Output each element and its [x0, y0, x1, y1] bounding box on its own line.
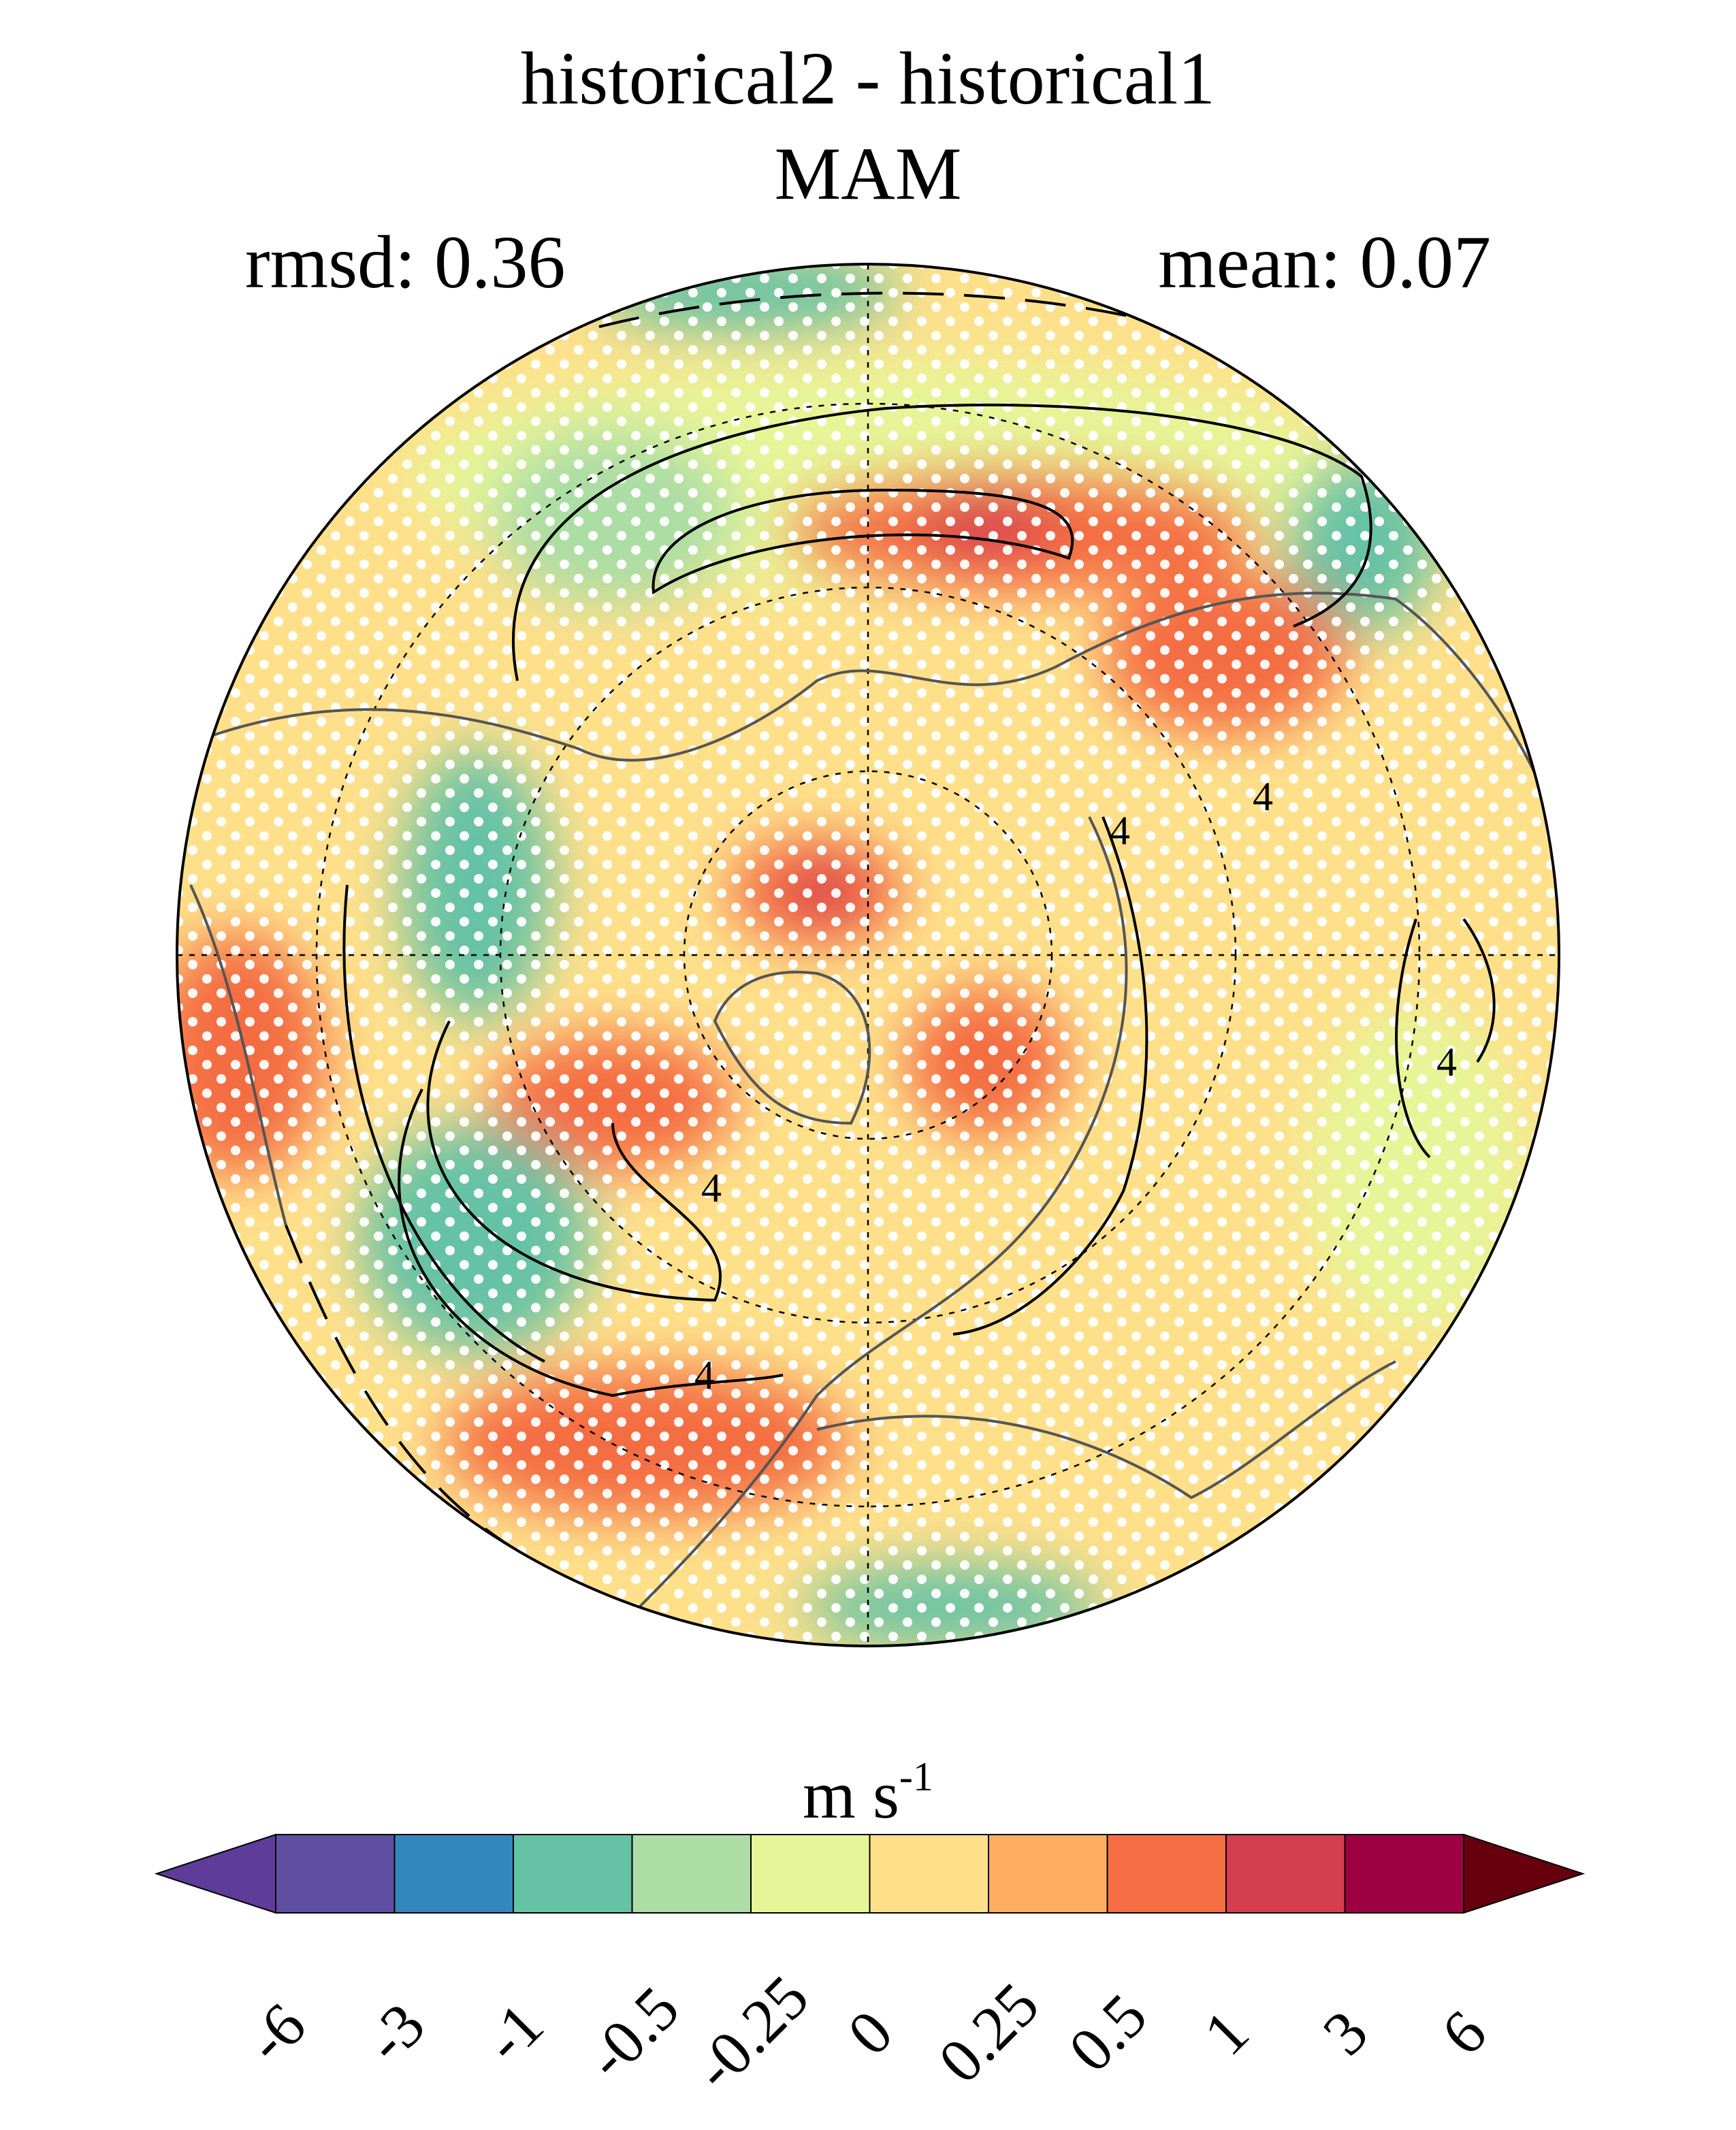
significance-stipple [177, 264, 1559, 1646]
colorbar-bin [1225, 1834, 1346, 1914]
contour-label: 4 [1436, 1039, 1457, 1084]
colorbar-tick-label: 6 [1428, 1997, 1500, 2069]
colorbar-bin [1106, 1834, 1227, 1914]
units-label: m s-1 [0, 1756, 1736, 1829]
colorbar-tick-label: -3 [351, 1989, 438, 2076]
colorbar-tick-label: 0.25 [925, 1969, 1052, 2096]
colorbar-bin [275, 1834, 396, 1914]
colorbar-arrow-low [154, 1833, 276, 1914]
colorbar-tick-label: -0.5 [572, 1973, 692, 2093]
colorbar-tick-label: 1 [1190, 1997, 1262, 2069]
map-title: historical2 - historical1 [520, 37, 1216, 120]
contour-label: 4 [701, 1165, 722, 1210]
colorbar-bin [631, 1834, 752, 1914]
polar-map: 4 4 4 4 4 [176, 263, 1560, 1647]
colorbar [154, 1833, 1586, 1914]
units-exponent: -1 [899, 1754, 933, 1799]
colorbar-bin [1344, 1834, 1464, 1914]
units-base: m s [803, 1757, 899, 1833]
mean-label: mean: 0.07 [1158, 221, 1491, 304]
contour-labels: 4 4 4 4 4 [694, 774, 1457, 1398]
colorbar-bin [393, 1834, 514, 1914]
season-label: MAM [774, 132, 962, 215]
colorbar-tick-label: -6 [232, 1989, 319, 2076]
contour-label: 4 [1253, 774, 1273, 819]
map-boundary [176, 263, 1560, 1647]
rmsd-label: rmsd: 0.36 [245, 221, 566, 304]
colorbar-bin [513, 1834, 633, 1914]
colorbar-tick-label: 0.5 [1055, 1980, 1160, 2085]
contour-label: 4 [694, 1353, 715, 1398]
colorbar-tick-label: -0.25 [680, 1962, 822, 2103]
contours [342, 403, 1496, 1398]
coastlines [177, 592, 1554, 1635]
colorbar-tick-label: -1 [470, 1989, 557, 2076]
colorbar-arrow-high [1463, 1833, 1586, 1914]
contour-label: 4 [1110, 808, 1130, 853]
colorbar-tick-label: 3 [1309, 1997, 1381, 2069]
graticule [177, 264, 1559, 1646]
colorbar-bin [750, 1834, 871, 1914]
colorbar-bin [869, 1834, 989, 1914]
colorbar-tick-label: 0 [834, 1997, 905, 2069]
colorbar-bin [988, 1834, 1108, 1914]
